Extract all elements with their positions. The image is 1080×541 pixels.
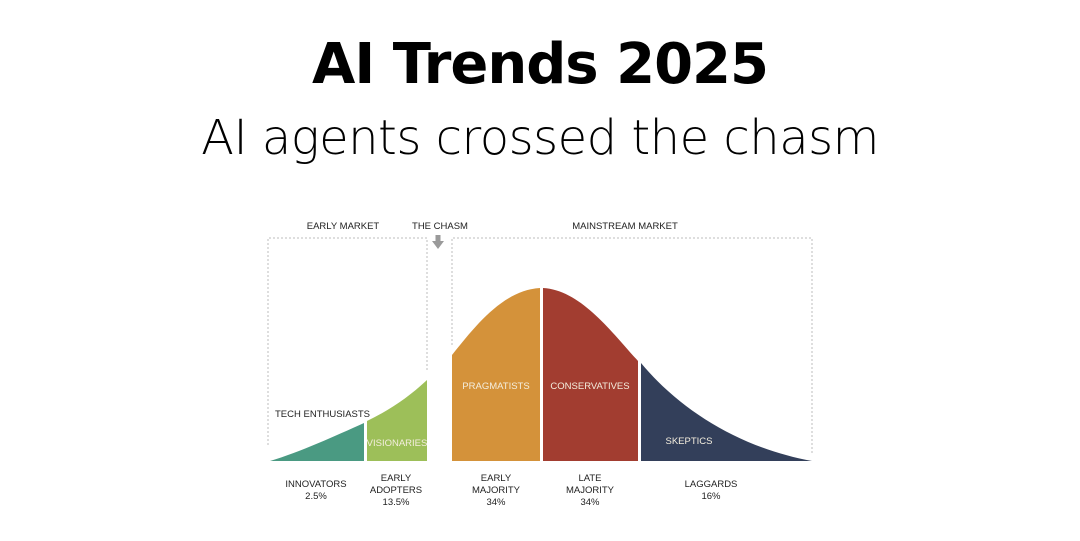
segment-laggards [641,363,812,461]
group-innovators: INNOVATORS 2.5% [266,479,366,503]
group-name: LAGGARDS [684,479,738,490]
group-name-line1: LATE [578,473,602,484]
persona-visionaries: VISIONARIES [367,438,428,449]
group-early-adopters: EARLY ADOPTERS 13.5% [346,473,446,509]
group-share: 16% [701,491,721,502]
persona-conservatives: CONSERVATIVES [550,381,629,392]
group-share: 2.5% [305,491,327,502]
group-name-line2: ADOPTERS [369,485,423,496]
group-name-line1: EARLY [480,473,512,484]
persona-skeptics: SKEPTICS [666,436,713,447]
segment-innovators [270,423,364,461]
group-early-majority: EARLY MAJORITY 34% [446,473,546,509]
group-name: INNOVATORS [285,479,347,490]
segment-early-adopters [367,380,427,461]
early-market-label: EARLY MARKET [307,221,380,232]
page-subtitle: AI agents crossed the chasm [201,110,879,166]
group-late-majority: LATE MAJORITY 34% [540,473,640,509]
persona-tech-enthusiasts: TECH ENTHUSIASTS [275,409,370,420]
mainstream-market-label: MAINSTREAM MARKET [572,221,678,232]
group-laggards: LAGGARDS 16% [661,479,761,503]
mainstream-market-bracket [451,237,813,455]
page-title: AI Trends 2025 [312,32,769,97]
group-share: 34% [580,497,600,508]
group-name-line2: MAJORITY [471,485,521,496]
group-name-line1: EARLY [380,473,412,484]
segment-late-majority [543,288,638,461]
down-arrow-icon [432,235,444,249]
group-share: 34% [486,497,506,508]
group-name-line2: MAJORITY [565,485,615,496]
segment-early-majority [452,288,540,461]
persona-pragmatists: PRAGMATISTS [462,381,529,392]
group-share: 13.5% [382,497,410,508]
early-market-bracket [267,237,428,445]
chasm-label: THE CHASM [412,221,468,232]
